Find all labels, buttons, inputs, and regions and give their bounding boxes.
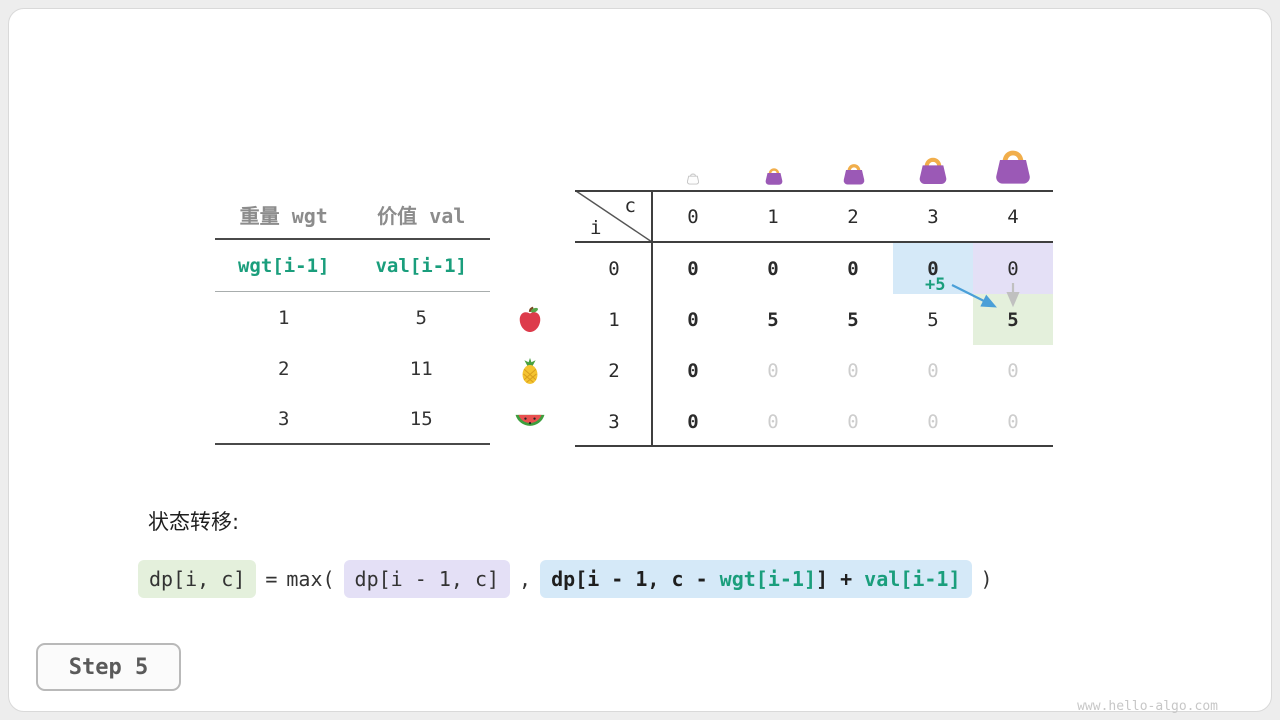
wgt-formula-label: wgt[i-1] [237, 254, 330, 277]
bag-medium-icon [839, 159, 869, 190]
dp-cell: 0 [847, 410, 859, 433]
item-3-weight: 3 [278, 407, 290, 430]
item-2-weight: 2 [278, 357, 290, 380]
max-open: max( [286, 567, 335, 591]
dp-cell: 0 [767, 359, 779, 382]
dp-cell: 0 [847, 359, 859, 382]
row-variable-label: i [590, 217, 602, 239]
bag-small-icon [762, 164, 786, 190]
dp-take-chip: dp[i - 1, c - wgt[i-1]] + val[i-1] [540, 560, 972, 598]
bag-empty-icon [685, 170, 701, 189]
dp-cell-current: 5 [973, 294, 1053, 345]
transition-formula: dp[i, c] = max( dp[i - 1, c] , dp[i - 1,… [138, 560, 993, 598]
item-row-2: 2 11 [215, 343, 490, 394]
dp-cell: 0 [687, 410, 699, 433]
dp-cell: 0 [687, 257, 699, 280]
item-1-weight: 1 [278, 306, 290, 329]
col-variable-label: c [624, 195, 636, 217]
close-paren: ) [980, 567, 993, 591]
dp-top-border [575, 190, 1053, 192]
dp-cell: 5 [847, 308, 859, 331]
pineapple-icon [508, 345, 552, 396]
corner-diagonal-line [575, 190, 653, 243]
item-1-value: 5 [415, 306, 427, 329]
dp-cell: 0 [1007, 410, 1019, 433]
val-formula-label: val[i-1] [375, 254, 467, 277]
wgt-column-header: 重量 wgt [239, 203, 328, 228]
dp-row-header: 2 [608, 359, 620, 382]
dp-cell: 0 [847, 257, 859, 280]
dp-current-chip: dp[i, c] [138, 560, 257, 598]
dp-cell: 5 [767, 308, 779, 331]
dp-corner-cell: c i [575, 190, 653, 243]
item-row-3: 3 15 [215, 394, 490, 445]
bag-large-icon [914, 151, 952, 190]
dp-cell-source-above: 0 [973, 243, 1053, 294]
dp-row-header: 0 [608, 257, 620, 280]
value-gain-annotation: +5 [925, 275, 946, 295]
dp-table: c i 0 1 2 3 4 0 0 0 0 0 0 1 0 5 5 5 5 2 … [575, 190, 1053, 447]
dp-cell: 0 [927, 410, 939, 433]
dp-cell: 0 [927, 359, 939, 382]
dp-col-header: 2 [847, 205, 859, 228]
take-term-middle: ] + [816, 567, 865, 591]
items-table-header: 重量 wgt 价值 val [215, 190, 490, 240]
apple-icon [508, 294, 552, 345]
comma: , [519, 567, 532, 591]
dp-cell: 0 [687, 359, 699, 382]
step-badge: Step 5 [36, 643, 181, 691]
dp-cell: 0 [1007, 359, 1019, 382]
site-watermark: www.hello-algo.com [1077, 699, 1218, 714]
take-term-wgt: wgt[i-1] [719, 567, 816, 591]
val-column-header: 价值 val [377, 203, 466, 228]
watermelon-icon [508, 396, 552, 447]
dp-col-header: 1 [767, 205, 779, 228]
item-row-1: 1 5 [215, 292, 490, 343]
take-term-val: val[i-1] [864, 567, 961, 591]
dp-col-header: 0 [687, 205, 699, 228]
dp-col-header: 3 [927, 205, 939, 228]
item-2-value: 11 [409, 357, 433, 380]
equals-sign: = [265, 567, 278, 591]
dp-header-border [575, 241, 1053, 243]
dp-cell: 5 [927, 308, 939, 331]
dp-bottom-border [575, 445, 1053, 447]
dp-cell: 0 [767, 257, 779, 280]
take-term-prefix: dp[i - 1, c - [551, 567, 720, 591]
dp-skip-chip: dp[i - 1, c] [343, 560, 511, 598]
dp-vertical-border [651, 190, 653, 447]
dp-row-header: 3 [608, 410, 620, 433]
dp-col-header: 4 [1007, 205, 1019, 228]
dp-row-header: 1 [608, 308, 620, 331]
item-3-value: 15 [409, 407, 433, 430]
transition-label: 状态转移: [148, 510, 240, 534]
items-formula-row: wgt[i-1] val[i-1] [215, 240, 490, 292]
item-icons [508, 294, 552, 447]
dp-cell: 0 [687, 308, 699, 331]
bag-xlarge-icon [989, 142, 1037, 190]
items-table: 重量 wgt 价值 val wgt[i-1] val[i-1] 1 5 2 11… [215, 190, 490, 445]
dp-cell: 0 [767, 410, 779, 433]
